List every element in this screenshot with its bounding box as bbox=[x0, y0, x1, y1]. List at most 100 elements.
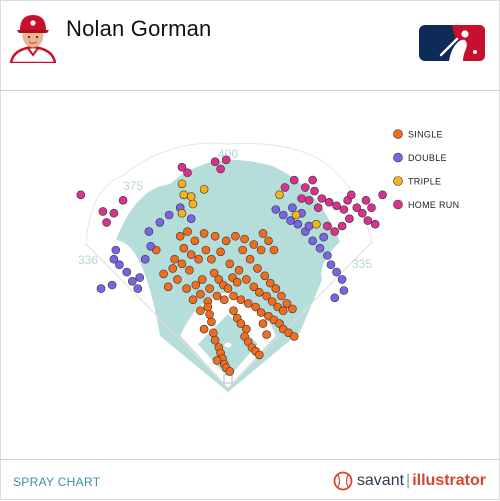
single-point bbox=[205, 310, 214, 319]
single-point bbox=[277, 291, 286, 301]
single-point bbox=[231, 231, 240, 241]
single-point bbox=[245, 254, 255, 264]
single-point bbox=[229, 306, 238, 315]
single-point bbox=[220, 295, 229, 304]
single-point bbox=[199, 229, 209, 238]
single-point bbox=[197, 275, 207, 284]
single-point bbox=[258, 319, 268, 328]
single-point bbox=[168, 264, 178, 273]
single-point bbox=[260, 271, 270, 281]
double-point bbox=[146, 242, 155, 251]
single-point bbox=[173, 275, 182, 284]
single-point bbox=[182, 284, 191, 293]
right-foul-line bbox=[227, 241, 373, 389]
double-point bbox=[293, 219, 303, 229]
double-point bbox=[286, 216, 295, 225]
double-point bbox=[128, 277, 137, 286]
single-point bbox=[199, 324, 209, 334]
outfield-outer-arc bbox=[85, 142, 373, 389]
single-point bbox=[254, 288, 264, 297]
single-point bbox=[236, 295, 246, 304]
single-point bbox=[289, 332, 299, 341]
player-headshot-icon bbox=[9, 11, 57, 63]
home-run-point bbox=[102, 218, 111, 227]
single-point bbox=[201, 245, 211, 255]
double-point bbox=[288, 203, 297, 212]
single-point bbox=[269, 245, 279, 255]
home-run-point bbox=[346, 190, 356, 200]
single-point bbox=[207, 317, 216, 327]
single-point bbox=[209, 328, 218, 338]
single-point bbox=[282, 299, 292, 308]
single-point bbox=[240, 234, 249, 244]
single-point bbox=[223, 284, 233, 293]
single-point bbox=[221, 236, 231, 246]
single-point bbox=[242, 324, 251, 334]
home-run-point bbox=[337, 221, 347, 231]
single-point bbox=[254, 350, 264, 360]
legend-marker-home-run bbox=[393, 199, 403, 210]
home-plate bbox=[223, 374, 233, 384]
single-point bbox=[264, 236, 273, 246]
single-point bbox=[210, 335, 220, 345]
home-run-point bbox=[221, 155, 231, 165]
single-point bbox=[234, 265, 244, 275]
distance-label-336: 336 bbox=[78, 253, 98, 267]
double-point bbox=[144, 227, 154, 236]
double-point bbox=[271, 205, 281, 214]
home-run-point bbox=[297, 194, 306, 203]
double-point bbox=[339, 286, 349, 295]
savant-illustrator-brand: savant | illustrator bbox=[333, 470, 486, 492]
home-run-point bbox=[216, 164, 225, 174]
single-point bbox=[249, 240, 259, 249]
home-run-point bbox=[367, 203, 376, 212]
single-point bbox=[207, 254, 216, 264]
legend-label-single: SINGLE bbox=[408, 130, 443, 140]
legend-label-double: DOUBLE bbox=[408, 153, 447, 163]
home-run-point bbox=[332, 201, 341, 211]
home-run-point bbox=[370, 219, 380, 229]
brand-separator: | bbox=[406, 472, 411, 489]
home-run-point bbox=[118, 196, 128, 205]
double-point bbox=[308, 236, 317, 246]
single-point bbox=[203, 302, 213, 312]
single-point bbox=[177, 259, 187, 269]
single-point bbox=[225, 259, 235, 269]
triple-point bbox=[188, 199, 198, 209]
single-point bbox=[196, 289, 205, 299]
distance-label-335: 335 bbox=[352, 257, 372, 271]
home-run-point bbox=[363, 216, 373, 225]
home-run-point bbox=[357, 208, 367, 218]
double-point bbox=[135, 273, 144, 282]
double-point bbox=[115, 260, 124, 269]
single-point bbox=[253, 264, 262, 273]
home-run-point bbox=[76, 190, 86, 200]
home-run-point bbox=[310, 186, 319, 196]
single-point bbox=[242, 275, 251, 284]
double-point bbox=[278, 210, 288, 220]
single-point bbox=[265, 278, 275, 288]
single-point bbox=[179, 243, 189, 253]
home-run-point bbox=[289, 175, 299, 185]
single-point bbox=[278, 306, 288, 315]
double-point bbox=[107, 280, 117, 290]
left-foul-line bbox=[85, 243, 229, 389]
single-point bbox=[216, 247, 225, 257]
double-point bbox=[315, 243, 325, 253]
legend-label-home-run: HOME RUN bbox=[408, 200, 459, 210]
pitchers-mound bbox=[223, 341, 233, 349]
single-point bbox=[232, 277, 242, 287]
single-point bbox=[175, 231, 185, 241]
distance-label-375: 375 bbox=[123, 179, 143, 193]
home-run-point bbox=[98, 207, 108, 216]
single-point bbox=[205, 284, 214, 293]
single-point bbox=[194, 254, 203, 264]
double-point bbox=[304, 221, 314, 231]
home-run-point bbox=[323, 221, 332, 231]
home-run-point bbox=[345, 214, 354, 223]
single-point bbox=[243, 299, 253, 308]
single-point bbox=[209, 268, 219, 278]
home-run-point bbox=[317, 194, 327, 203]
single-point bbox=[249, 282, 259, 292]
